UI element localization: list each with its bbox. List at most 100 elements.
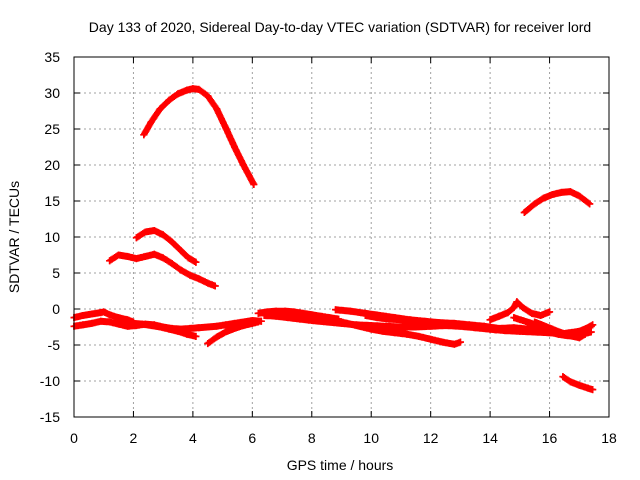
data-point bbox=[397, 323, 405, 331]
data-point bbox=[439, 338, 447, 346]
data-point bbox=[222, 328, 230, 336]
data-point bbox=[115, 314, 123, 322]
data-point bbox=[584, 384, 592, 392]
data-point bbox=[186, 271, 194, 279]
x-tick-label: 16 bbox=[542, 430, 558, 446]
series-arc-5 bbox=[559, 373, 597, 394]
data-point bbox=[520, 209, 528, 217]
data-point bbox=[115, 251, 123, 259]
data-point bbox=[575, 192, 583, 200]
data-point bbox=[204, 340, 212, 348]
data-point bbox=[557, 329, 565, 337]
data-point bbox=[150, 227, 158, 235]
data-marker-trail bbox=[520, 188, 594, 216]
data-point bbox=[195, 85, 203, 93]
x-tick-label: 14 bbox=[482, 430, 498, 446]
data-point bbox=[141, 252, 149, 260]
data-point bbox=[183, 330, 191, 338]
data-point bbox=[361, 311, 369, 319]
data-point bbox=[183, 86, 191, 94]
data-point bbox=[510, 304, 518, 312]
data-point bbox=[204, 279, 212, 287]
series-arc-10 bbox=[254, 307, 343, 323]
data-point bbox=[549, 191, 557, 199]
data-point bbox=[445, 320, 452, 328]
data-point bbox=[79, 311, 87, 319]
data-point bbox=[213, 105, 221, 113]
data-point bbox=[332, 306, 340, 314]
data-point bbox=[124, 322, 131, 330]
series-arc-15 bbox=[486, 298, 554, 324]
data-point bbox=[492, 326, 500, 334]
data-point bbox=[575, 334, 583, 342]
data-point bbox=[129, 319, 137, 327]
x-tick-label: 6 bbox=[248, 430, 256, 446]
data-point bbox=[100, 308, 108, 316]
data-point bbox=[254, 318, 262, 326]
data-point bbox=[186, 324, 194, 332]
data-point bbox=[213, 322, 221, 330]
data-point bbox=[581, 330, 589, 338]
data-point bbox=[525, 325, 533, 333]
data-point bbox=[184, 254, 192, 262]
data-point bbox=[156, 105, 164, 113]
series-arc-2 bbox=[106, 250, 219, 290]
x-tick-label: 0 bbox=[70, 430, 78, 446]
series-arc-3 bbox=[132, 227, 200, 266]
data-point bbox=[132, 234, 140, 242]
data-point bbox=[159, 231, 167, 239]
data-point bbox=[124, 316, 131, 324]
data-point bbox=[486, 316, 494, 324]
data-point bbox=[480, 324, 488, 332]
series-arc-17 bbox=[531, 318, 589, 342]
data-point bbox=[450, 340, 458, 348]
data-point bbox=[79, 321, 87, 329]
data-point bbox=[385, 315, 393, 323]
data-point bbox=[528, 309, 536, 317]
data-point bbox=[204, 323, 212, 331]
data-point bbox=[397, 316, 405, 324]
data-point bbox=[204, 92, 212, 100]
data-point bbox=[195, 324, 203, 332]
data-point bbox=[343, 319, 351, 327]
data-point bbox=[540, 194, 548, 202]
data-point bbox=[367, 325, 375, 333]
data-point bbox=[260, 311, 268, 319]
data-point bbox=[141, 228, 149, 236]
y-tick-label: 0 bbox=[52, 301, 60, 317]
data-point bbox=[299, 309, 307, 317]
data-point bbox=[373, 314, 381, 322]
data-point bbox=[189, 85, 197, 93]
x-tick-labels: 0 2 4 6 8 10 12 14 16 18 bbox=[70, 430, 617, 446]
data-point bbox=[456, 322, 464, 330]
data-point bbox=[177, 266, 185, 274]
data-point bbox=[531, 200, 539, 208]
data-point bbox=[296, 315, 304, 323]
data-point bbox=[159, 254, 167, 262]
data-point bbox=[147, 118, 155, 126]
data-point bbox=[88, 310, 96, 318]
data-point bbox=[403, 330, 411, 338]
data-point bbox=[415, 332, 423, 340]
data-point bbox=[421, 318, 429, 326]
data-point bbox=[106, 257, 114, 265]
data-point bbox=[165, 96, 173, 104]
data-point bbox=[192, 258, 200, 266]
data-point bbox=[222, 124, 230, 132]
data-point bbox=[519, 304, 527, 312]
data-point bbox=[379, 327, 387, 335]
y-tick-labels: -15 -10 -5 0 5 10 15 20 25 30 35 bbox=[40, 49, 60, 425]
data-point bbox=[150, 250, 158, 258]
data-point bbox=[281, 307, 289, 315]
data-point bbox=[537, 311, 545, 319]
data-point bbox=[124, 252, 131, 260]
data-point bbox=[254, 309, 262, 317]
data-point bbox=[106, 311, 114, 319]
data-point bbox=[156, 323, 164, 331]
data-point bbox=[586, 200, 594, 208]
series-arc-1 bbox=[140, 85, 258, 188]
x-tick-label: 2 bbox=[130, 430, 138, 446]
chart-title: Day 133 of 2020, Sidereal Day-to-day VTE… bbox=[89, 19, 591, 35]
y-axis-label: SDTVAR / TECUs bbox=[6, 181, 22, 293]
data-point bbox=[284, 314, 292, 322]
